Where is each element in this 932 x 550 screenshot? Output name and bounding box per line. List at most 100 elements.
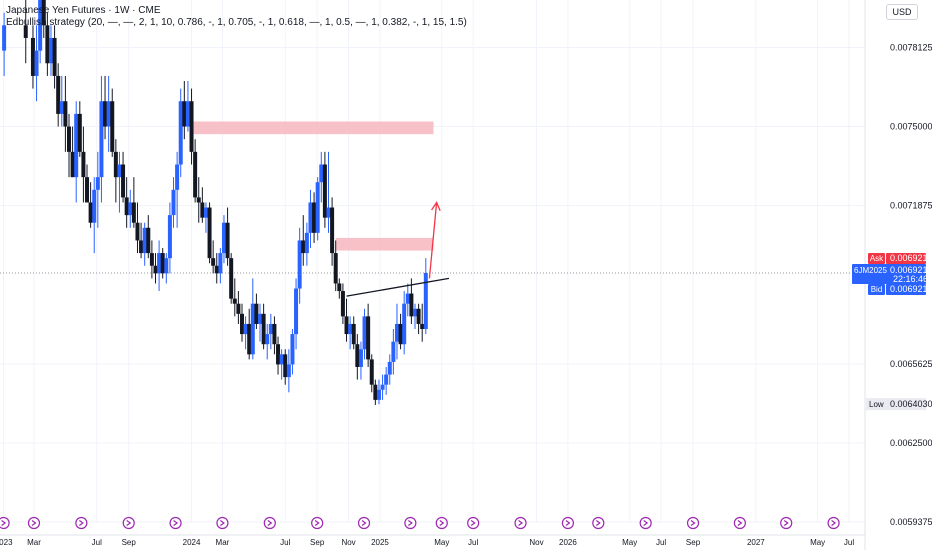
candle-body[interactable]: [56, 75, 61, 114]
candle-body[interactable]: [265, 334, 270, 345]
candle-body[interactable]: [110, 101, 115, 152]
event-marker-icon[interactable]: [311, 516, 324, 530]
candle-body[interactable]: [41, 0, 46, 26]
event-marker-icon[interactable]: [561, 516, 575, 530]
candle-body[interactable]: [330, 207, 335, 254]
candle-body[interactable]: [236, 303, 241, 314]
candle-body[interactable]: [30, 37, 35, 76]
candle-body[interactable]: [239, 313, 244, 335]
supply-zone[interactable]: [191, 121, 434, 135]
event-marker-icon[interactable]: [592, 516, 605, 530]
candle-body[interactable]: [373, 384, 378, 400]
candle-body[interactable]: [391, 341, 396, 362]
candle-body[interactable]: [254, 303, 259, 324]
candle-body[interactable]: [171, 189, 176, 216]
candle-body[interactable]: [124, 197, 129, 216]
candle-body[interactable]: [157, 253, 162, 274]
event-marker-icon[interactable]: [357, 516, 371, 530]
candle-body[interactable]: [74, 113, 79, 178]
candle-body[interactable]: [272, 323, 277, 345]
candle-body[interactable]: [402, 303, 407, 345]
candle-body[interactable]: [283, 354, 288, 378]
candle-body[interactable]: [308, 202, 313, 233]
candle-body[interactable]: [92, 189, 97, 223]
candle-body[interactable]: [95, 177, 100, 190]
candle-body[interactable]: [70, 151, 75, 178]
candle-body[interactable]: [106, 101, 111, 127]
event-marker-icon[interactable]: [263, 516, 276, 530]
candle-body[interactable]: [66, 126, 71, 152]
candle-body[interactable]: [193, 151, 198, 198]
candle-body[interactable]: [290, 334, 295, 365]
event-marker-icon[interactable]: [514, 516, 527, 530]
candle-body[interactable]: [153, 265, 158, 274]
event-marker-icon[interactable]: [27, 516, 41, 530]
candle-body[interactable]: [250, 303, 255, 355]
candle-body[interactable]: [63, 101, 68, 127]
candle-body[interactable]: [178, 101, 183, 165]
candle-body[interactable]: [139, 240, 144, 254]
candle-body[interactable]: [88, 202, 93, 223]
candle-body[interactable]: [207, 207, 212, 259]
event-marker-icon[interactable]: [733, 516, 746, 530]
strategy-parameters[interactable]: Edbullish strategy (20, —, —, 2, 1, 10, …: [6, 17, 467, 28]
candle-body[interactable]: [146, 227, 151, 254]
candle-body[interactable]: [221, 222, 226, 254]
candle-body[interactable]: [333, 253, 338, 284]
event-marker-icon[interactable]: [639, 516, 652, 530]
candle-body[interactable]: [160, 253, 165, 274]
event-marker-icon[interactable]: [404, 516, 417, 530]
candle-body[interactable]: [384, 374, 389, 385]
candle-body[interactable]: [312, 202, 317, 233]
event-marker-icon[interactable]: [686, 516, 700, 530]
event-marker-icon[interactable]: [827, 516, 840, 530]
candle-body[interactable]: [348, 323, 353, 335]
candle-body[interactable]: [135, 222, 140, 241]
candle-body[interactable]: [85, 177, 90, 203]
candle-body[interactable]: [23, 25, 28, 38]
candle-body[interactable]: [203, 207, 208, 218]
candle-body[interactable]: [185, 101, 190, 127]
candle-body[interactable]: [196, 197, 201, 203]
event-marker-icon[interactable]: [780, 516, 793, 530]
candle-body[interactable]: [405, 293, 410, 304]
candle-body[interactable]: [189, 101, 194, 152]
candle-body[interactable]: [38, 0, 43, 51]
candle-body[interactable]: [175, 164, 180, 190]
event-marker-icon[interactable]: [467, 516, 480, 530]
symbol-title[interactable]: Japanese Yen Futures · 1W · CME: [6, 5, 161, 16]
candle-body[interactable]: [376, 389, 381, 400]
candle-body[interactable]: [48, 37, 53, 64]
candle-body[interactable]: [387, 361, 392, 375]
candle-body[interactable]: [369, 359, 374, 385]
candle-body[interactable]: [258, 313, 263, 324]
candle-body[interactable]: [232, 298, 237, 304]
neckline-trendline[interactable]: [346, 277, 450, 297]
candle-body[interactable]: [340, 291, 345, 317]
event-marker-icon[interactable]: [75, 516, 88, 530]
candle-body[interactable]: [182, 101, 187, 127]
candle-body[interactable]: [99, 101, 104, 178]
event-marker-icon[interactable]: [122, 516, 135, 530]
candle-body[interactable]: [420, 323, 425, 330]
candle-body[interactable]: [423, 272, 428, 330]
candle-body[interactable]: [322, 164, 327, 218]
candle-body[interactable]: [337, 283, 342, 292]
candle-body[interactable]: [394, 323, 399, 342]
candle-body[interactable]: [77, 113, 82, 152]
candle-body[interactable]: [279, 354, 284, 365]
candle-body[interactable]: [319, 164, 324, 183]
candle-body[interactable]: [164, 258, 169, 274]
candle-body[interactable]: [344, 316, 349, 335]
candle-body[interactable]: [103, 101, 108, 127]
event-marker-icon[interactable]: [169, 516, 182, 530]
candle-body[interactable]: [362, 316, 367, 350]
candle-body[interactable]: [121, 164, 126, 198]
candle-body[interactable]: [117, 164, 122, 178]
candle-body[interactable]: [81, 151, 86, 178]
candle-body[interactable]: [276, 344, 281, 365]
candle-body[interactable]: [218, 253, 223, 274]
candle-body[interactable]: [52, 37, 57, 76]
event-marker-icon[interactable]: [216, 516, 229, 530]
